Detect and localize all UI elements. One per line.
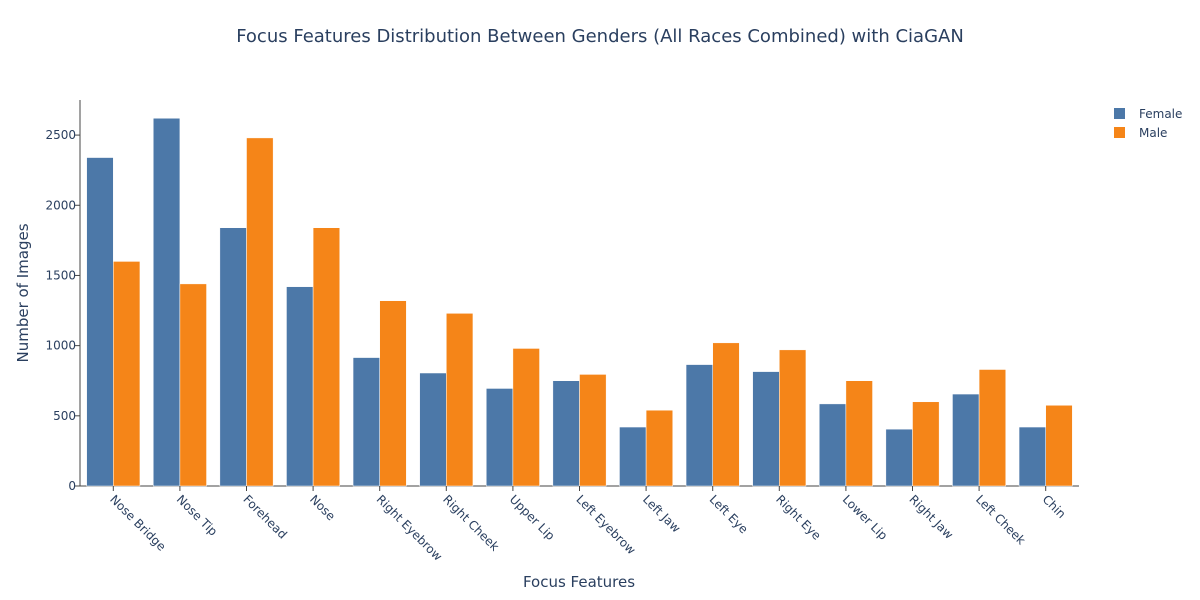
x-tick-label: Right Cheek [440,492,502,554]
bar-male[interactable] [978,369,1006,487]
y-tick-label: 1500 [45,268,76,282]
bar-male[interactable] [912,401,940,487]
x-tick-label: Left Jaw [640,492,683,535]
bar-female[interactable] [952,393,980,487]
x-tick-label: Right Jaw [906,492,956,542]
bar-female[interactable] [86,157,114,487]
legend-label-female[interactable]: Female [1139,107,1182,121]
y-tick-label: 0 [68,479,76,493]
chart-title: Focus Features Distribution Between Gend… [236,26,964,47]
x-tick-label: Right Eye [773,492,824,543]
y-tick-label: 2500 [45,128,76,142]
x-tick-label: Left Cheek [973,492,1028,547]
x-tick-label: Chin [1040,492,1069,521]
bar-male[interactable] [779,349,807,487]
legend-label-male[interactable]: Male [1139,126,1167,140]
bar-male[interactable] [246,137,274,487]
legend-swatch-male[interactable] [1114,127,1125,138]
bar-male[interactable] [312,227,340,487]
legend: Female Male [1114,107,1182,140]
x-tick-label: Nose [307,492,338,523]
x-tick-label: Forehead [240,492,289,541]
bar-male[interactable] [579,374,607,487]
bar-male[interactable] [113,261,141,487]
bar-female[interactable] [685,364,713,487]
bar-female[interactable] [819,403,847,487]
y-tick-label: 1000 [45,339,76,353]
bar-female[interactable] [219,227,247,487]
y-tick-label: 2000 [45,198,76,212]
bar-male[interactable] [1045,405,1073,487]
bar-female[interactable] [619,426,647,487]
bar-female[interactable] [419,372,447,487]
bar-female[interactable] [1018,426,1046,487]
x-tick-label: Upper Lip [507,492,558,543]
bar-male[interactable] [379,300,407,487]
x-axis-title: Focus Features [523,573,635,591]
bar-female[interactable] [885,428,913,487]
bar-male[interactable] [512,348,540,487]
bar-male[interactable] [179,283,207,487]
y-tick-label: 500 [53,409,76,423]
plot-area: 0 500 1000 1500 2000 2500 Nose Bridge Nose Tip F… [45,100,1079,564]
y-axis-title: Number of Images [14,223,32,362]
bar-female[interactable] [552,380,580,487]
bar-female[interactable] [153,117,181,487]
legend-swatch-female[interactable] [1114,108,1125,119]
bar-male[interactable] [446,313,474,487]
x-tick-label: Left Eyebrow [573,492,638,557]
bar-male[interactable] [712,342,740,487]
bar-female[interactable] [752,371,780,487]
x-tick-label: Right Eyebrow [374,492,445,563]
x-tick-label: Left Eye [707,492,751,536]
bar-female[interactable] [286,286,314,487]
bar-female[interactable] [352,357,380,487]
x-tick-label: Nose Tip [174,492,220,538]
x-tick-label: Lower Lip [840,492,890,542]
bar-female[interactable] [486,388,514,487]
bar-male[interactable] [645,409,673,487]
bar-male[interactable] [845,380,873,487]
x-tick-label: Nose Bridge [107,492,168,553]
